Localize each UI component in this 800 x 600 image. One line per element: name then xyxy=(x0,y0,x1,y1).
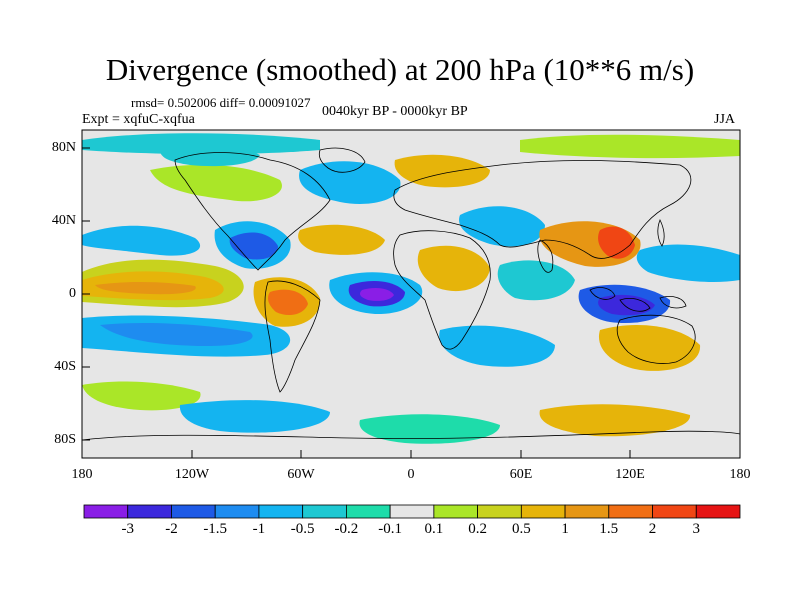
map-title: Divergence (smoothed) at 200 hPa (10**6 … xyxy=(105,52,695,87)
field-patch-pos xyxy=(82,381,201,411)
colorbar-label: -3 xyxy=(121,521,134,537)
colorbar-swatch xyxy=(127,504,172,519)
field-patch-pos xyxy=(539,404,691,437)
lon-label: 60E xyxy=(509,467,533,482)
colorbar-swatch xyxy=(214,504,260,519)
field-patch-neg xyxy=(459,206,545,247)
field-patch-pos xyxy=(598,226,635,259)
colorbar-label: 1.5 xyxy=(599,521,619,537)
field-patch-pos xyxy=(150,164,282,202)
colorbar-swatch xyxy=(389,504,435,519)
colorbar-swatch xyxy=(520,504,566,519)
lat-label: 0 xyxy=(69,286,76,301)
colorbar-label: -0.2 xyxy=(334,521,359,537)
field-patch-neg xyxy=(179,400,330,433)
experiment-label: Expt = xqfuC-xqfua xyxy=(82,112,195,127)
colorbar-label: 1 xyxy=(561,521,569,537)
season-label: JJA xyxy=(714,112,736,127)
colorbar-label: 3 xyxy=(692,521,701,537)
lon-label: 60W xyxy=(287,467,315,482)
colorbar-swatch xyxy=(608,504,653,519)
colorbar-swatch xyxy=(652,504,697,519)
field-patch-neg xyxy=(82,225,201,256)
field-patch-neg xyxy=(229,232,278,260)
colorbar-label: 0.2 xyxy=(468,521,487,537)
field-patch-pos xyxy=(417,245,490,292)
lon-label: 180 xyxy=(729,467,751,482)
lon-label: 0 xyxy=(407,467,415,482)
colorbar-swatch xyxy=(564,504,610,519)
colorbar-swatch xyxy=(258,504,304,519)
field-patch-pos xyxy=(298,224,385,255)
field-patch-pos xyxy=(268,289,308,316)
colorbar-swatch xyxy=(83,504,129,519)
field-patch-neg xyxy=(360,287,394,301)
colorbar-swatch xyxy=(302,504,347,519)
field-patch-neg xyxy=(636,244,740,283)
colorbar-swatch xyxy=(171,504,216,519)
field-patch-pos xyxy=(95,282,196,295)
field-patch-neg xyxy=(598,294,655,316)
field-patch-neg xyxy=(359,414,500,444)
colorbar-label: 2 xyxy=(648,521,657,537)
field-patch-neg xyxy=(100,322,253,346)
lon-label: 120E xyxy=(615,467,645,482)
lat-label: 40S xyxy=(54,359,76,374)
period-label: 0040kyr BP - 0000kyr BP xyxy=(322,104,468,119)
colorbar-label: -0.5 xyxy=(290,521,315,537)
divergence-field xyxy=(82,130,740,458)
colorbar-label: -1 xyxy=(252,521,266,537)
field-patch-pos xyxy=(520,134,740,159)
field-patch-pos xyxy=(598,325,701,371)
lat-label: 80S xyxy=(54,432,76,447)
colorbar-label: 0.5 xyxy=(511,521,531,537)
stats-text: rmsd= 0.502006 diff= 0.00091027 xyxy=(131,95,311,110)
colorbar-label: -1.5 xyxy=(203,521,228,537)
colorbar-label: -2 xyxy=(165,521,178,537)
lon-label: 120W xyxy=(174,467,210,482)
colorbar-swatch xyxy=(695,504,741,519)
field-patch-neg xyxy=(497,260,575,301)
field-patch-neg xyxy=(299,161,401,204)
lon-label: 180 xyxy=(71,467,93,482)
field-patch-neg xyxy=(439,325,555,367)
field-patch-pos xyxy=(394,154,490,188)
colorbar-swatch xyxy=(477,504,522,519)
colorbar xyxy=(83,504,741,519)
colorbar-swatch xyxy=(433,504,479,519)
lat-label: 40N xyxy=(51,213,76,228)
field-patch-neg xyxy=(82,133,320,155)
lat-label: 80N xyxy=(51,140,76,155)
colorbar-label: 0.1 xyxy=(424,521,444,537)
colorbar-swatch xyxy=(345,504,391,519)
coastlines xyxy=(82,147,740,441)
map-ticks xyxy=(81,147,741,458)
colorbar-label: -0.1 xyxy=(378,521,402,537)
